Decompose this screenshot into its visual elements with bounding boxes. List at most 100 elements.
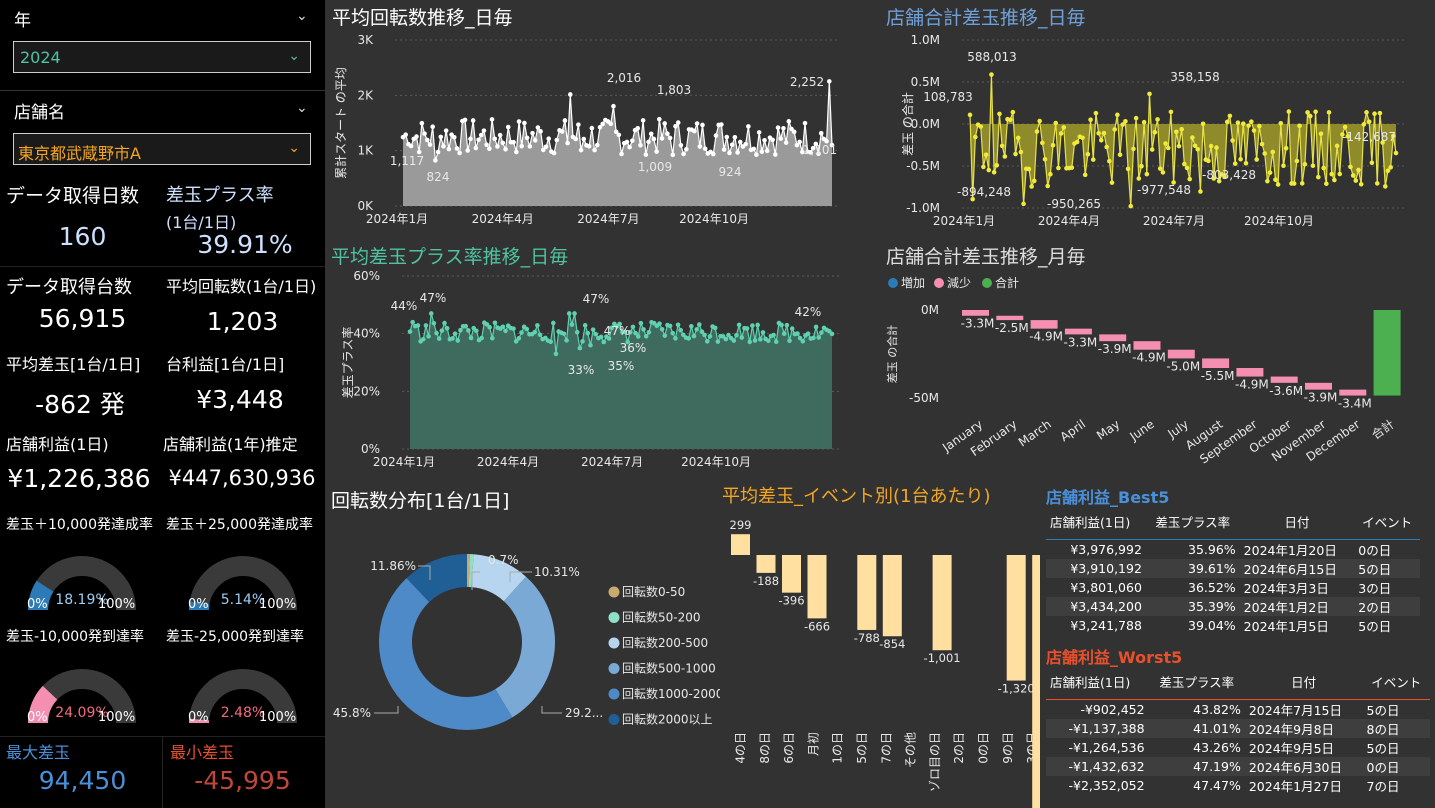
table-cell: 2024年3月3日	[1243, 581, 1329, 596]
chevron-down-icon[interactable]: ⌄	[296, 100, 308, 116]
gauge-label: 差玉-25,000発到達率	[166, 629, 305, 645]
y-tick-label: -1.0M	[906, 201, 940, 215]
data-point	[791, 129, 797, 135]
event-chart: 4の日 8の日 6の日 月初 1の日 5の日 7の日 その他 ゾロ目の日 2の日 0の日 9の日 3の日…	[730, 518, 1040, 808]
data-point	[1010, 109, 1016, 115]
data-label: 299	[730, 518, 752, 532]
data-point	[1088, 117, 1093, 122]
bar	[1167, 349, 1195, 359]
table-row[interactable]: ¥3,241,788 39.04% 2024年1月5日 5の日	[1046, 616, 1420, 635]
column-header[interactable]: イベント	[1362, 514, 1413, 530]
data-point	[452, 331, 458, 337]
data-label: 2,016	[607, 71, 641, 85]
table-row[interactable]: -¥1,137,388 41.01% 2024年9月8日 8の日	[1046, 719, 1430, 738]
data-point	[543, 144, 549, 150]
data-point	[689, 323, 694, 329]
data-point	[1098, 137, 1104, 143]
y-tick-label: -0.5M	[906, 159, 940, 173]
column-header[interactable]: 差玉プラス率	[1159, 674, 1235, 690]
data-point	[474, 328, 479, 334]
leader-line	[471, 571, 480, 590]
column-header[interactable]: 差玉プラス率	[1155, 514, 1231, 530]
data-point	[1112, 127, 1117, 132]
data-point	[1061, 125, 1067, 130]
data-point	[994, 162, 1000, 168]
data-point	[530, 130, 535, 136]
data-label: -3.9M	[1098, 342, 1132, 356]
store-dropdown-value: 東京都武蔵野市A	[18, 144, 141, 163]
data-point	[462, 117, 468, 123]
data-point	[827, 79, 832, 84]
table-row[interactable]: ¥3,434,200 35.39% 2024年1月2日 2の日	[1046, 597, 1420, 616]
x-tick-label: 2024年4月	[477, 455, 539, 469]
data-point	[1042, 156, 1048, 162]
data-point	[1222, 174, 1227, 179]
slice-label: 0.7%	[488, 553, 519, 567]
column-header[interactable]: 日付	[1284, 514, 1310, 530]
data-label: 42%	[795, 305, 822, 319]
data-point	[808, 150, 813, 155]
legend-dot	[608, 612, 620, 623]
gauge-max-label: 100%	[259, 710, 297, 725]
data-point	[434, 330, 439, 336]
column-header[interactable]: 店舗利益(1日)	[1050, 514, 1131, 530]
pie-slice	[467, 554, 470, 588]
table-cell: -¥1,432,632	[1068, 759, 1145, 774]
data-label: 924	[719, 165, 742, 179]
table-cell: -¥1,264,536	[1068, 740, 1145, 755]
data-point	[470, 118, 476, 123]
table-row[interactable]: ¥3,801,060 36.52% 2024年3月3日 3の日	[1046, 578, 1420, 597]
chevron-down-icon[interactable]: ⌄	[296, 8, 308, 24]
data-point	[635, 334, 641, 339]
data-point	[1265, 178, 1270, 184]
data-point	[1227, 113, 1233, 119]
data-point	[537, 332, 543, 338]
divider	[0, 90, 325, 91]
data-point	[594, 142, 600, 148]
table-row[interactable]: -¥902,452 43.82% 2024年7月15日 5の日	[1046, 700, 1430, 720]
data-label: 47%	[583, 292, 610, 306]
table-row[interactable]: ¥3,910,192 39.61% 2024年6月15日 5の日	[1046, 559, 1420, 578]
data-label: -3.3M	[1064, 335, 1098, 349]
data-point	[450, 336, 455, 341]
x-tick-label: 2024年1月	[933, 214, 995, 228]
table-row[interactable]: -¥2,352,052 47.47% 2024年1月27日 7の日	[1046, 776, 1430, 795]
year-dropdown[interactable]: 2024 ⌄	[13, 41, 311, 73]
column-header[interactable]: 日付	[1291, 674, 1317, 690]
data-point	[1318, 131, 1324, 137]
data-point	[1184, 165, 1190, 171]
data-point	[443, 128, 449, 133]
data-point	[489, 117, 495, 122]
table-row[interactable]: ¥3,976,992 35.96% 2024年1月20日 0の日	[1046, 540, 1420, 560]
bar	[1030, 320, 1058, 329]
column-header[interactable]: イベント	[1371, 674, 1422, 690]
table-cell: 0の日	[1366, 760, 1400, 775]
data-point	[667, 135, 673, 141]
data-point	[438, 134, 444, 140]
data-point	[646, 329, 652, 335]
data-point	[627, 144, 632, 150]
min-diff-value: -45,995	[194, 766, 291, 795]
pie-slice	[406, 554, 467, 603]
chevron-down-icon: ⌄	[288, 140, 300, 156]
table-cell: 2024年1月5日	[1243, 619, 1329, 634]
data-point	[1139, 163, 1144, 169]
data-point	[511, 326, 516, 331]
data-point	[513, 339, 519, 344]
column-header[interactable]: 店舗利益(1日)	[1050, 674, 1131, 690]
data-point	[487, 146, 492, 151]
data-point	[1195, 147, 1201, 152]
store-dropdown[interactable]: 東京都武蔵野市A ⌄	[13, 133, 311, 165]
data-point	[572, 311, 577, 316]
data-point	[516, 336, 522, 341]
data-point	[473, 145, 479, 151]
table-row[interactable]: -¥1,432,632 47.19% 2024年6月30日 0の日	[1046, 757, 1430, 776]
data-point	[999, 143, 1005, 149]
data-point	[1187, 176, 1192, 182]
data-label: -894,248	[957, 185, 1011, 199]
table-row[interactable]: -¥1,264,536 43.26% 2024年9月5日 5の日	[1046, 738, 1430, 757]
x-tick-label: 2024年7月	[1143, 214, 1205, 228]
x-tick-label: 2024年4月	[472, 212, 534, 226]
data-point	[553, 351, 559, 357]
data-point	[673, 123, 678, 129]
